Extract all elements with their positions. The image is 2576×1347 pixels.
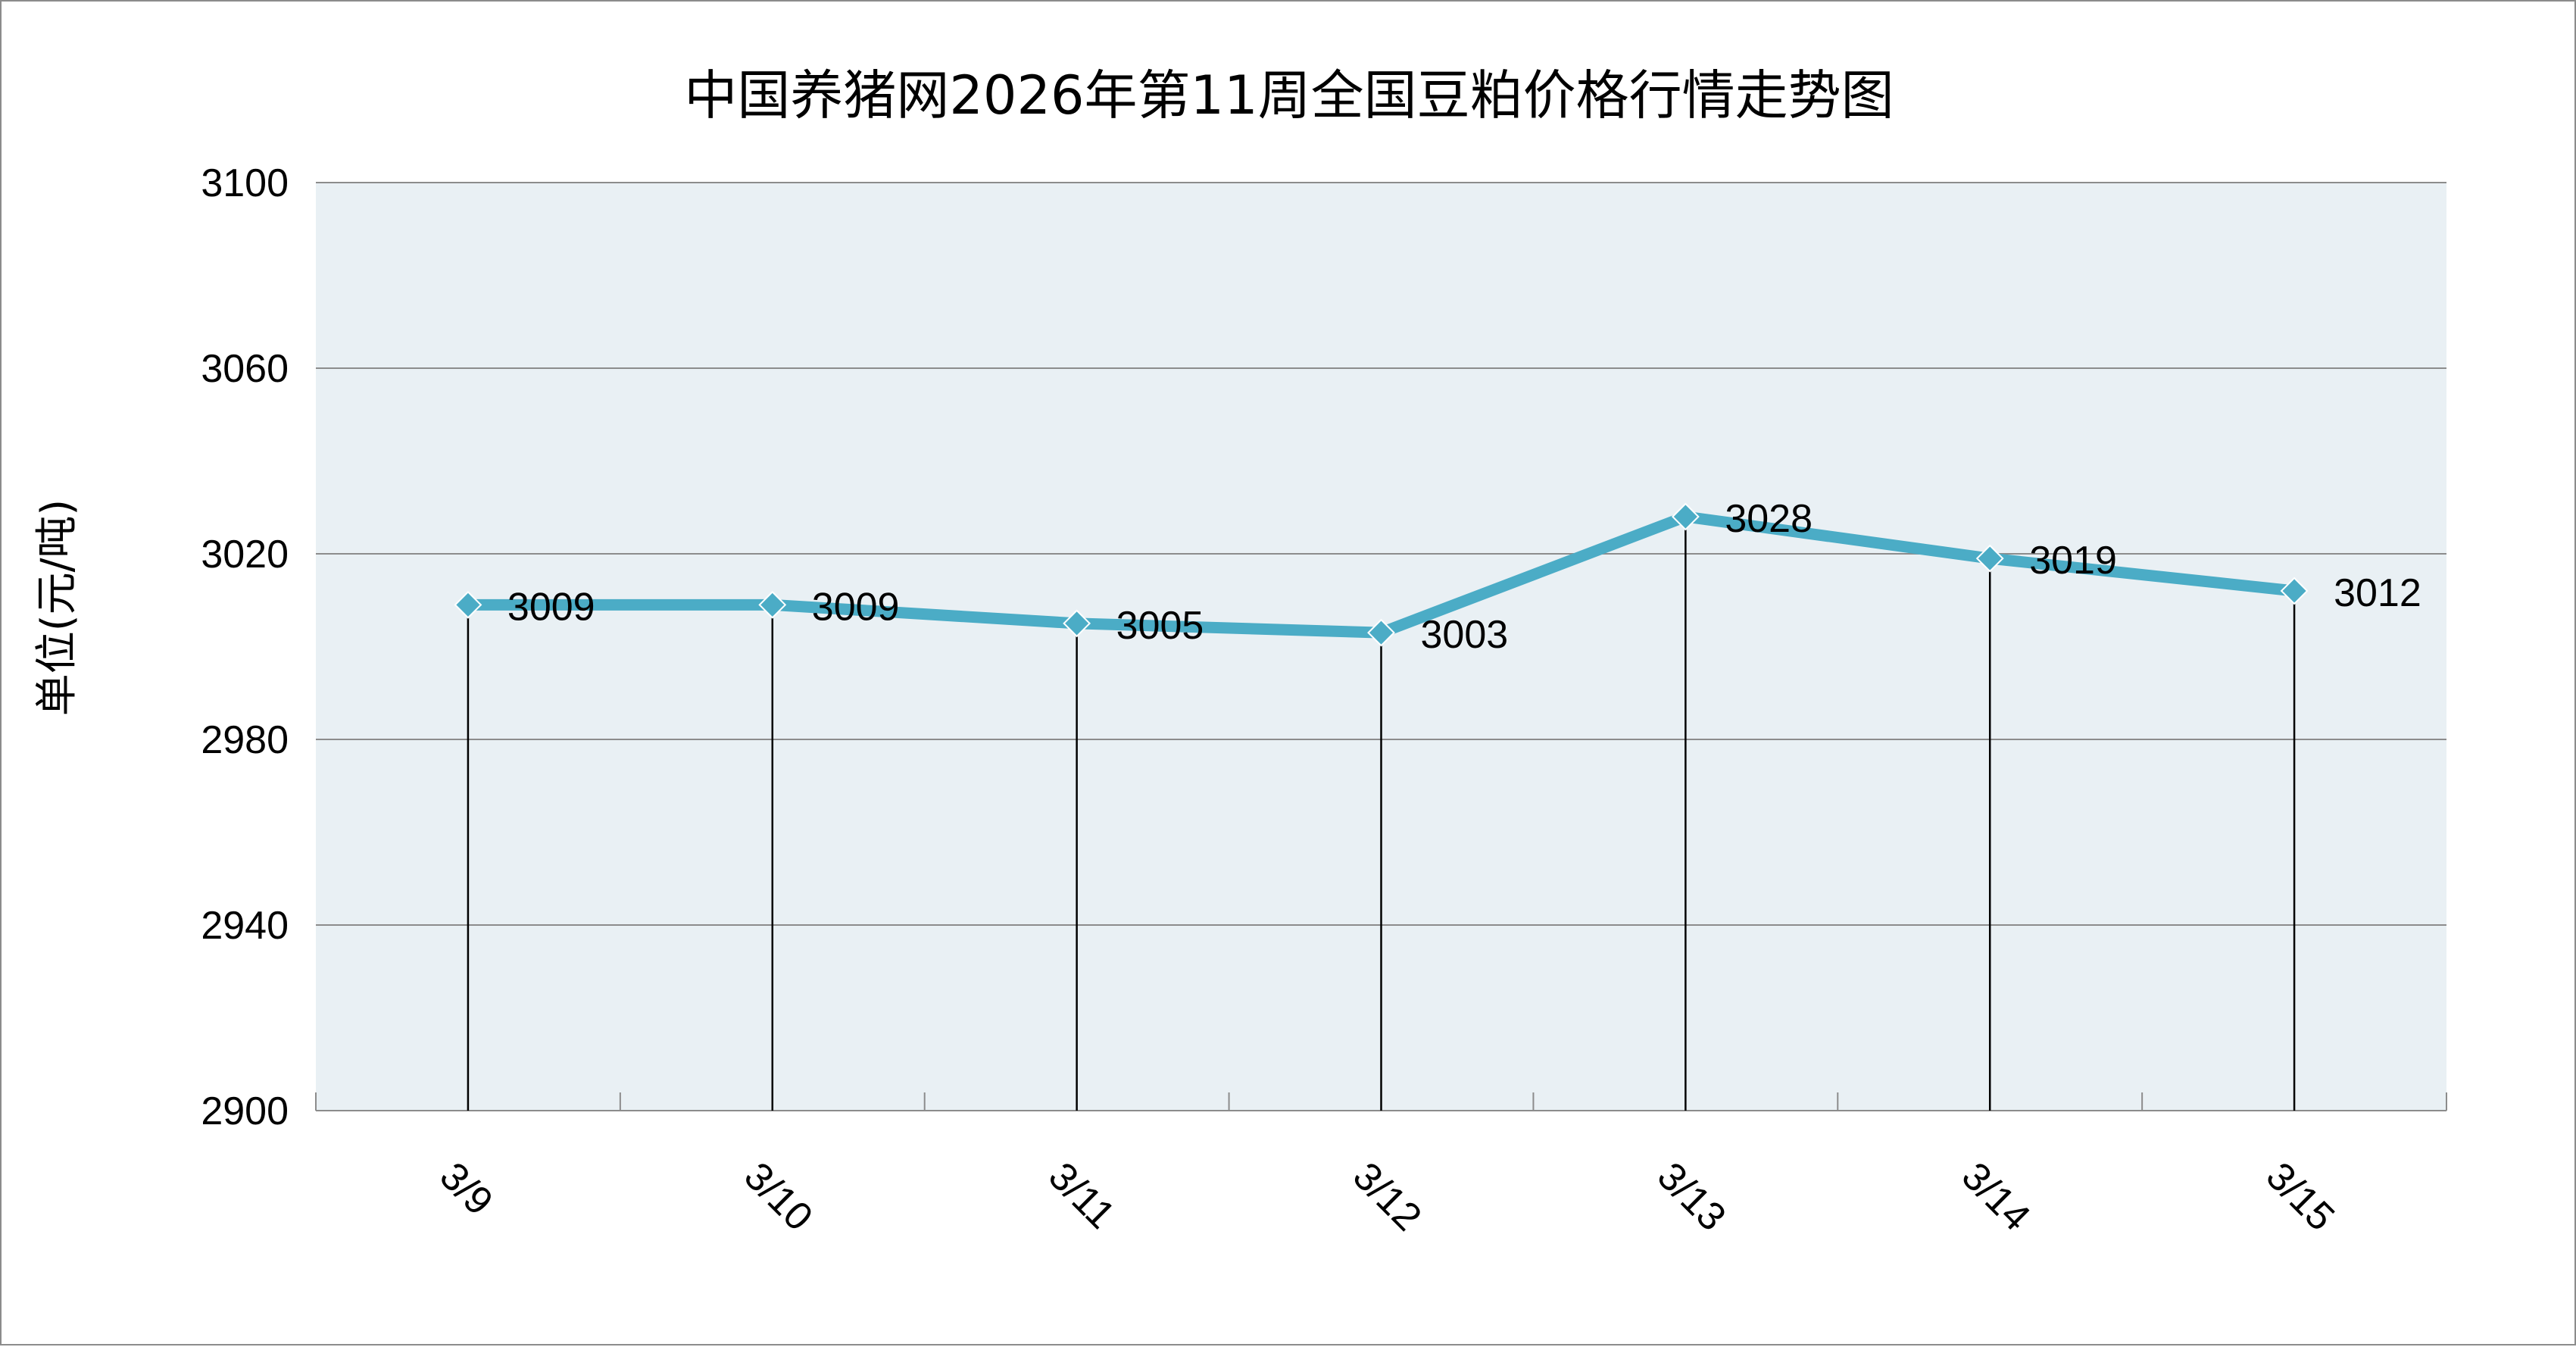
data-label-3/13: 3028	[1725, 497, 1813, 541]
y-tick-label: 3060	[201, 347, 289, 391]
chart-title: 中国养猪网2026年第11周全国豆粕价格行情走势图	[684, 64, 1894, 127]
x-tick-label: 3/9	[431, 1154, 501, 1224]
data-label-3/12: 3003	[1421, 613, 1509, 657]
data-point-3/13	[1671, 502, 1700, 531]
data-markers	[454, 502, 2309, 647]
data-label-3/10: 3009	[812, 585, 900, 629]
y-axis-label: 单位(元/吨)	[33, 499, 82, 717]
x-tick-label: 3/10	[735, 1154, 821, 1239]
x-tick-label: 3/14	[1953, 1154, 2039, 1239]
x-axis-ticks: 3/9 3/10 3/11 3/12 3/13 3/14 3/15	[431, 1154, 2343, 1239]
data-label-3/14: 3019	[2029, 539, 2117, 583]
drop-lines	[467, 517, 2296, 1111]
data-point-3/14	[1975, 544, 2004, 573]
y-tick-label: 2940	[201, 904, 289, 948]
data-label-3/9: 3009	[507, 585, 595, 629]
x-tick-label: 3/13	[1649, 1154, 1735, 1239]
data-point-3/10	[758, 590, 787, 619]
data-point-3/11	[1063, 609, 1091, 638]
y-axis-ticks: 2900 2940 2980 3020 3060 3100	[201, 161, 289, 1133]
data-label-3/11: 3005	[1116, 604, 1204, 648]
y-tick-label: 2980	[201, 718, 289, 762]
y-tick-label: 3100	[201, 161, 289, 205]
data-labels: 3009 3009 3005 3003 3028 3019 3012	[507, 497, 2421, 657]
data-point-3/9	[454, 590, 482, 619]
data-point-3/12	[1367, 618, 1395, 647]
x-tick-label: 3/12	[1344, 1154, 1430, 1239]
data-point-3/15	[2280, 577, 2309, 605]
y-tick-label: 2900	[201, 1089, 289, 1133]
y-tick-label: 3020	[201, 533, 289, 577]
data-label-3/15: 3012	[2334, 571, 2421, 615]
x-tick-label: 3/11	[1040, 1154, 1123, 1237]
x-tick-label: 3/15	[2258, 1154, 2343, 1239]
